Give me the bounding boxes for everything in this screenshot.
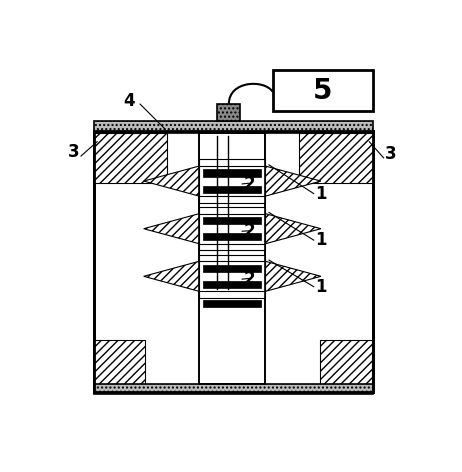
Bar: [199, 166, 266, 196]
Polygon shape: [262, 214, 321, 244]
Polygon shape: [144, 166, 203, 196]
Bar: [203, 185, 261, 193]
Text: 1: 1: [316, 185, 327, 202]
Bar: [203, 281, 261, 288]
Bar: [217, 104, 240, 121]
Bar: [273, 70, 373, 111]
Polygon shape: [144, 261, 203, 291]
Polygon shape: [262, 261, 321, 291]
Polygon shape: [262, 166, 321, 196]
Bar: [203, 233, 261, 240]
Text: 1: 1: [316, 278, 327, 295]
Bar: [199, 261, 266, 291]
Bar: [199, 133, 266, 384]
Bar: [199, 207, 266, 218]
Bar: [203, 217, 261, 224]
Bar: [93, 384, 373, 394]
Bar: [320, 340, 372, 392]
Text: 2: 2: [244, 270, 255, 288]
Bar: [93, 340, 146, 392]
Bar: [93, 133, 167, 183]
Bar: [299, 133, 373, 183]
Bar: [199, 160, 266, 170]
Bar: [93, 131, 373, 392]
Polygon shape: [144, 214, 203, 244]
Bar: [199, 287, 266, 298]
Bar: [203, 300, 261, 307]
Bar: [199, 239, 266, 250]
Bar: [199, 255, 266, 265]
Text: 5: 5: [313, 77, 333, 105]
Bar: [199, 214, 266, 244]
Bar: [93, 121, 373, 133]
Text: 4: 4: [123, 92, 135, 110]
Text: 2: 2: [244, 222, 255, 240]
Bar: [203, 169, 261, 177]
Bar: [199, 133, 266, 384]
Text: 1: 1: [316, 231, 327, 249]
Text: 3: 3: [68, 143, 79, 161]
Text: 2: 2: [244, 175, 255, 193]
Bar: [203, 265, 261, 272]
Bar: [199, 192, 266, 202]
Bar: [93, 131, 373, 392]
Text: 3: 3: [385, 145, 396, 163]
